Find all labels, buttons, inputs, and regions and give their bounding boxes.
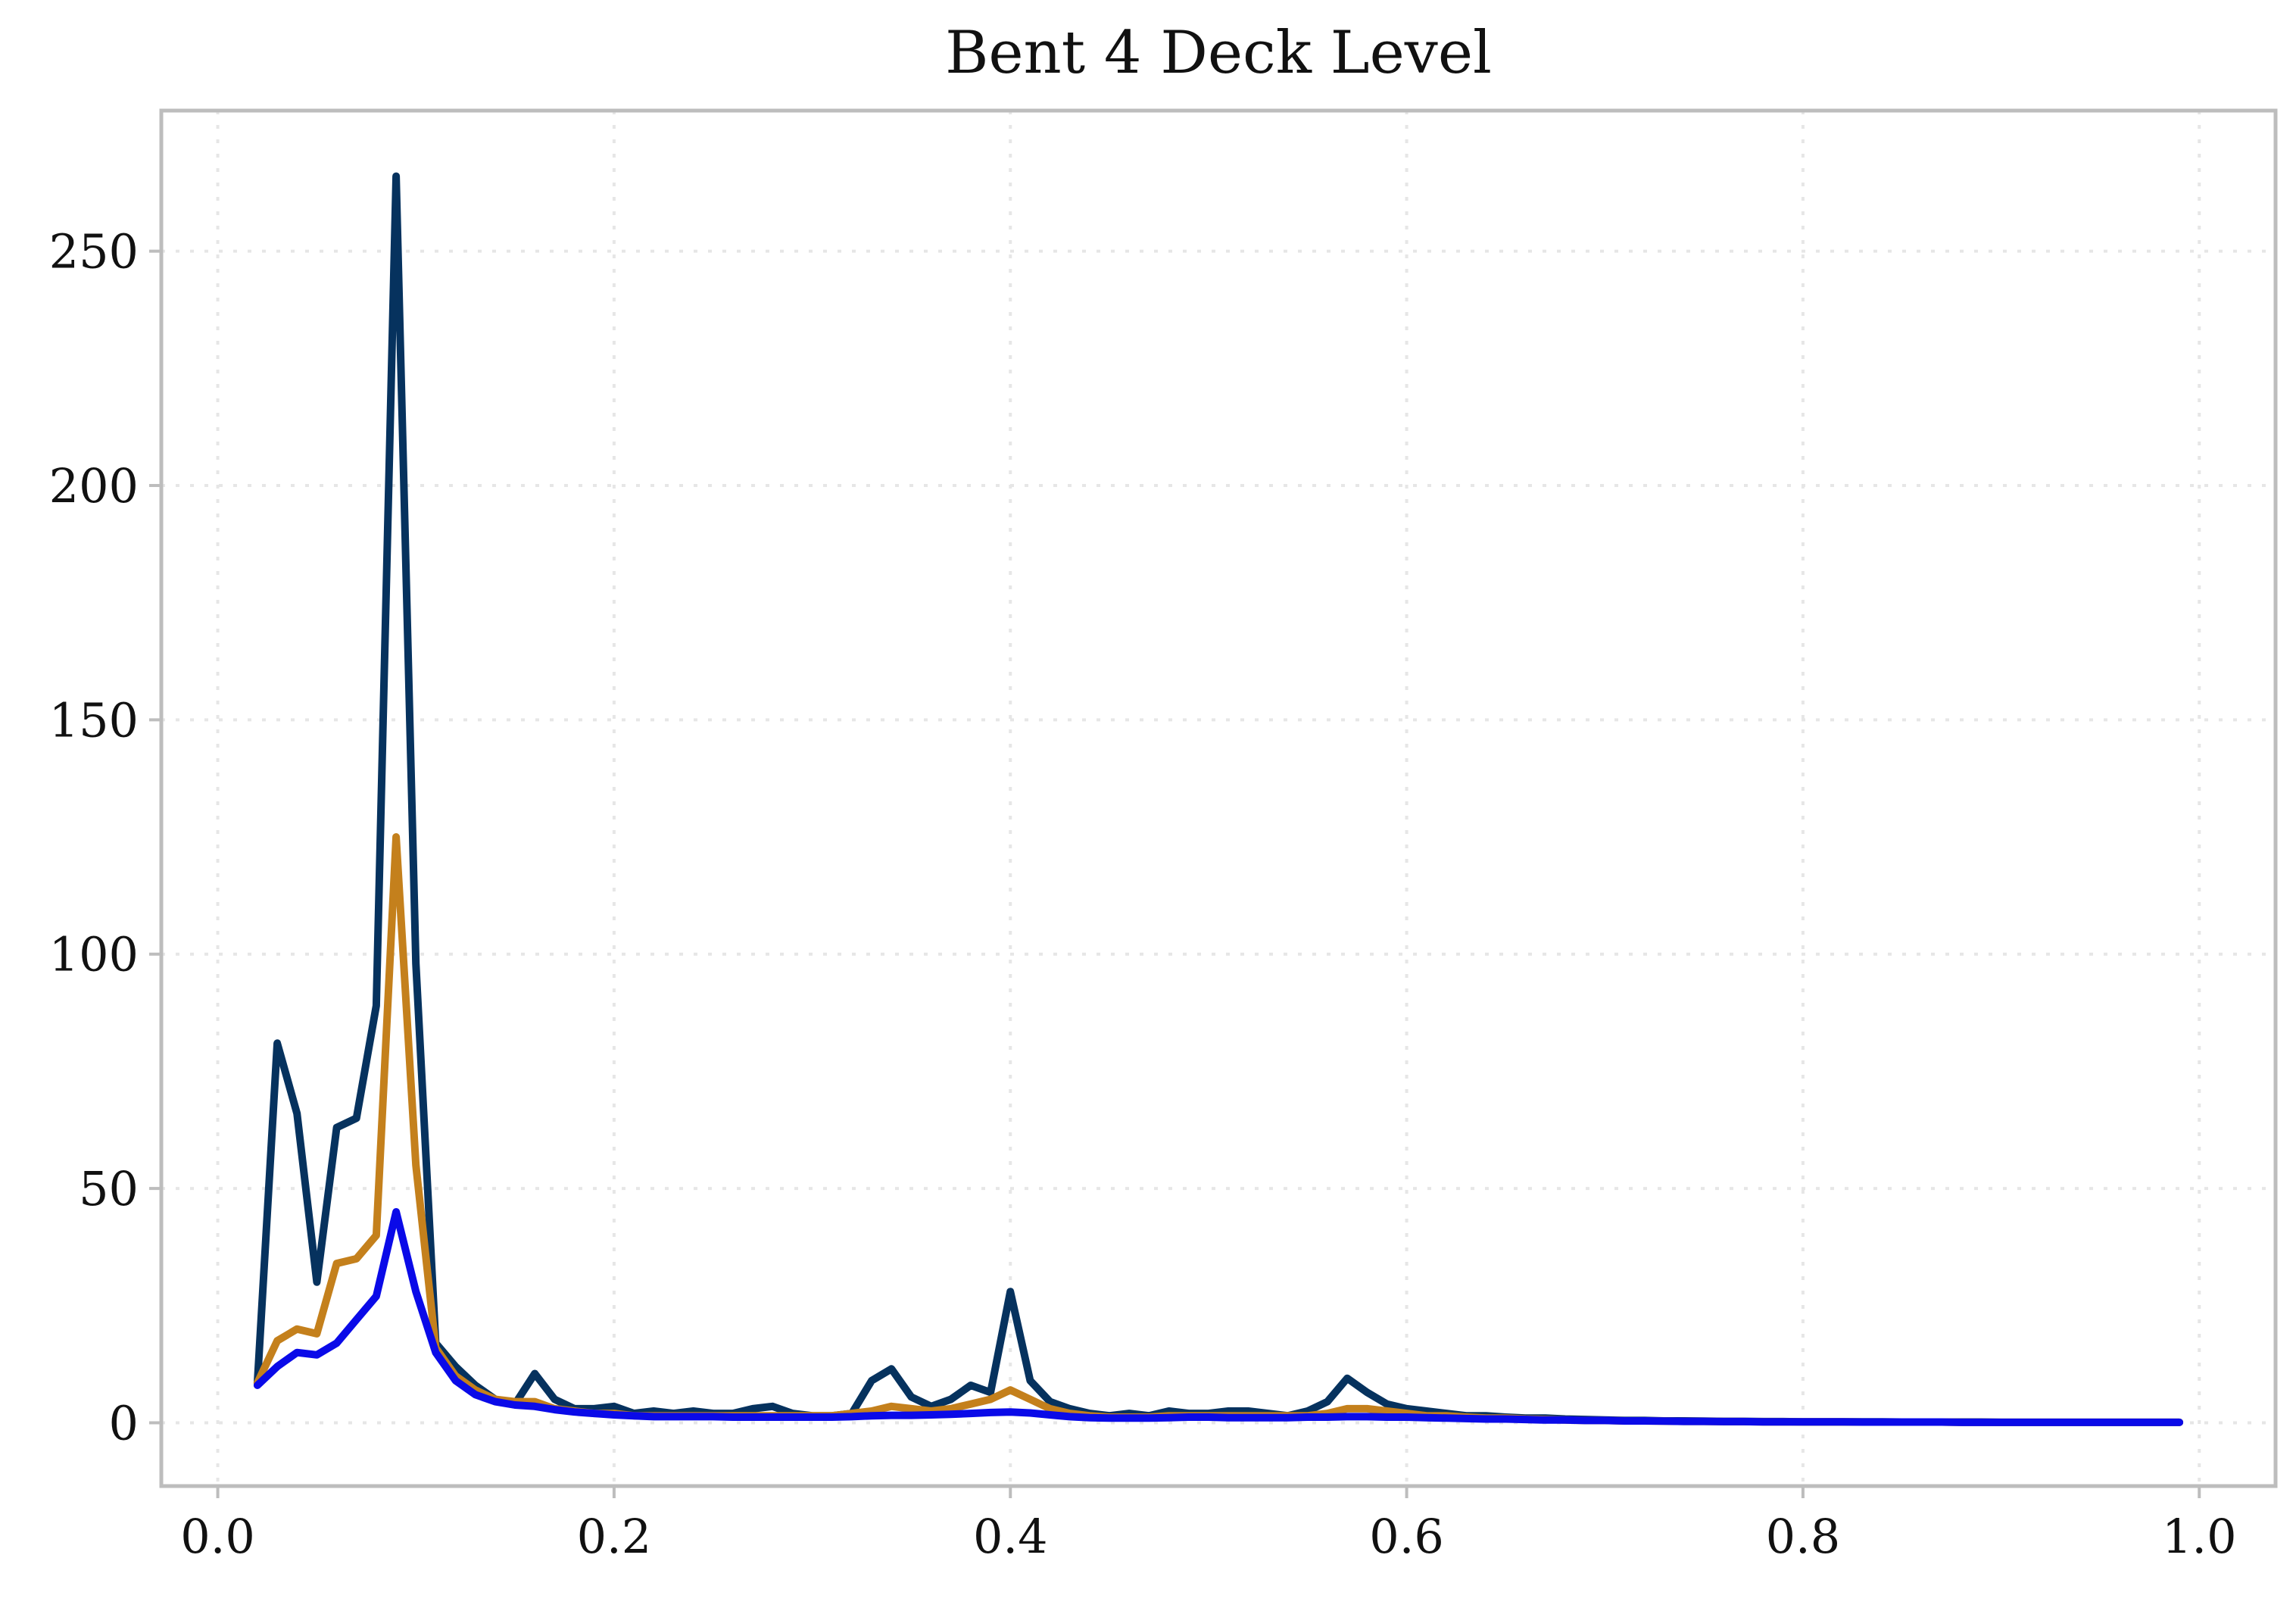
- series-line-1: [253, 172, 2184, 1426]
- x-tick-label: 1.0: [2162, 1509, 2237, 1564]
- y-tick-label: 200: [49, 458, 139, 514]
- series-line-3: [253, 1208, 2184, 1426]
- x-tick-label: 0.6: [1369, 1509, 1444, 1564]
- x-tick-label: 0.0: [180, 1509, 255, 1564]
- y-tick-label: 0: [109, 1395, 139, 1450]
- x-tick-label: 0.2: [577, 1509, 652, 1564]
- plot-frame: [159, 108, 2278, 1488]
- y-tick-label: 50: [79, 1161, 139, 1216]
- chart-title: Bent 4 Deck Level: [945, 19, 1492, 87]
- x-tick-label: 0.4: [973, 1509, 1048, 1564]
- y-tick-label: 100: [49, 927, 139, 982]
- series-line-2: [253, 833, 2184, 1426]
- series-layer: [253, 172, 2184, 1426]
- grid: [161, 111, 2276, 1486]
- axis-ticks: 0.0 0.2 0.4 0.6 0.8 1.0 0 50 100 150 200 250: [49, 224, 2237, 1564]
- y-tick-label: 250: [49, 224, 139, 279]
- y-tick-label: 150: [49, 692, 139, 748]
- x-tick-label: 0.8: [1766, 1509, 1841, 1564]
